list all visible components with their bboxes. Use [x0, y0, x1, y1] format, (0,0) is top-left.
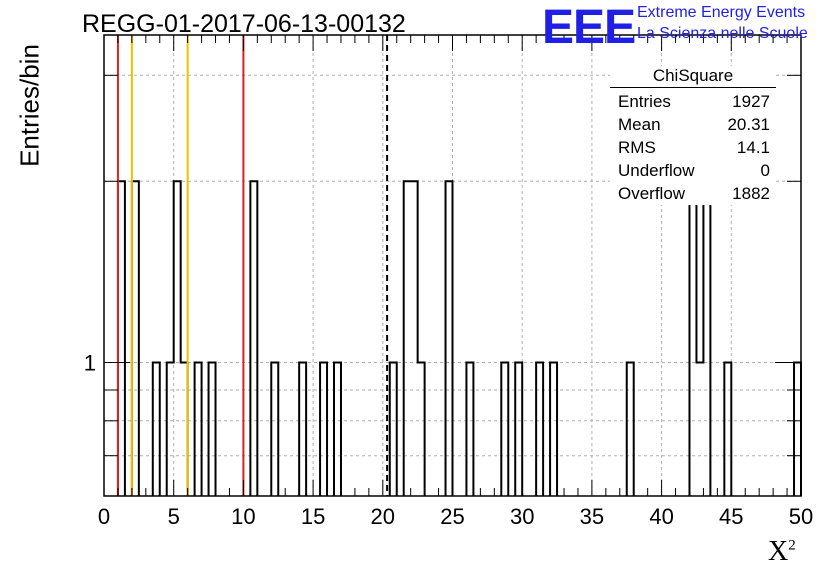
- histogram-bar: [627, 362, 634, 496]
- histogram-bar: [501, 362, 508, 496]
- histogram-bar: [209, 362, 216, 496]
- histogram-bar: [334, 362, 341, 496]
- histogram-bar: [466, 362, 473, 496]
- histogram-bar: [446, 181, 453, 496]
- histogram-bar: [550, 362, 557, 496]
- histogram-bar: [271, 362, 278, 496]
- histogram-bar: [153, 362, 160, 496]
- histogram-bar: [689, 181, 696, 496]
- stats-label: Mean: [618, 115, 661, 134]
- stats-label: Entries: [618, 92, 671, 111]
- stats-value: 20.31: [727, 115, 770, 134]
- histogram-bar: [404, 181, 411, 496]
- x-tick-label: 20: [371, 504, 395, 529]
- histogram-bar: [320, 362, 327, 496]
- x-tick-label: 15: [301, 504, 325, 529]
- logo-caption: Extreme Energy Events La Scienza nelle S…: [637, 2, 808, 44]
- stats-row: Mean 20.31: [610, 113, 776, 136]
- histogram-bar: [167, 362, 174, 496]
- histogram-outline: [116, 180, 802, 496]
- x-tick-label: 5: [168, 504, 180, 529]
- chart-title: REGG-01-2017-06-13-00132: [82, 10, 406, 38]
- stats-title: ChiSquare: [610, 66, 776, 88]
- histogram-bar: [181, 362, 188, 496]
- stats-box: ChiSquare Entries 1927 Mean 20.31 RMS 14.1 Und…: [610, 66, 776, 205]
- x-tick-label: 30: [510, 504, 534, 529]
- logo-line-2: La Scienza nelle Scuole: [637, 25, 808, 42]
- stats-row: Underflow 0: [610, 159, 776, 182]
- histogram-bar: [794, 362, 801, 496]
- histogram-bar: [515, 362, 522, 496]
- histogram-bar: [250, 181, 257, 496]
- x-tick-label: 50: [789, 504, 813, 529]
- y-axis-label: Entries/bin: [14, 44, 45, 167]
- stats-label: Underflow: [618, 161, 695, 180]
- histogram-bar: [411, 181, 418, 496]
- histogram-bar: [418, 362, 425, 496]
- histogram-bar: [724, 362, 731, 496]
- stats-value: 14.1: [736, 138, 770, 157]
- histogram-bar: [118, 181, 125, 496]
- x-axis-label: X2: [768, 536, 796, 567]
- x-tick-label: 10: [231, 504, 255, 529]
- logo-line-1: Extreme Energy Events: [637, 4, 806, 21]
- eee-logo: EEE: [542, 1, 636, 54]
- y-tick-label: 1: [84, 350, 96, 375]
- histogram-bar: [174, 181, 181, 496]
- stats-label: Overflow: [618, 184, 686, 203]
- histogram-bar: [195, 362, 202, 496]
- histogram-bar: [536, 362, 543, 496]
- stats-value: 0: [760, 161, 770, 180]
- stats-row: Overflow 1882: [610, 182, 776, 205]
- x-tick-label: 35: [580, 504, 604, 529]
- histogram-bar: [390, 362, 397, 496]
- marker-lines: [116, 35, 389, 496]
- histogram-bar: [132, 181, 139, 496]
- stats-value: 1882: [732, 184, 770, 203]
- stats-row: RMS 14.1: [610, 136, 776, 159]
- histogram-bar: [299, 362, 306, 496]
- x-tick-label: 0: [98, 504, 110, 529]
- histogram-bars: [116, 180, 802, 496]
- histogram-bar: [703, 181, 710, 496]
- histogram-bar: [696, 362, 703, 496]
- y-tick-labels: 1: [84, 350, 96, 375]
- x-tick-label: 40: [649, 504, 673, 529]
- x-tick-label: 25: [440, 504, 464, 529]
- stats-row: Entries 1927: [610, 90, 776, 113]
- x-tick-label: 45: [719, 504, 743, 529]
- x-tick-labels: 0 5 10 15 20 25 30 35 40 45 50: [98, 504, 813, 529]
- stats-label: RMS: [618, 138, 656, 157]
- stats-value: 1927: [732, 92, 770, 111]
- axis-ticks: [103, 35, 802, 497]
